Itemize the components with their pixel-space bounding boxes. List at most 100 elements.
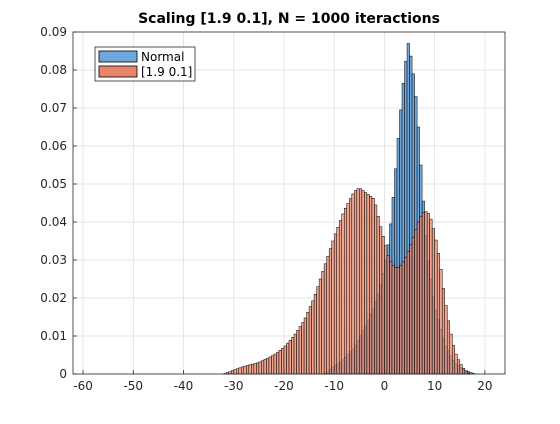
x-tick-label: 20 <box>477 379 492 393</box>
histogram-bar <box>269 357 272 374</box>
y-tick-label: 0.06 <box>40 139 67 153</box>
y-tick-label: 0.09 <box>40 25 67 39</box>
histogram-bar <box>392 266 395 374</box>
histogram-bar <box>440 270 443 375</box>
histogram-bar <box>286 343 289 374</box>
histogram-bar <box>246 365 249 374</box>
histogram-bar <box>284 346 287 374</box>
histogram-bar <box>405 257 408 374</box>
histogram-bar <box>372 198 375 374</box>
histogram-bar <box>251 364 254 374</box>
histogram-bar <box>279 350 282 374</box>
histogram-bar <box>312 301 315 374</box>
histogram-bar <box>344 208 347 374</box>
histogram-bar <box>450 334 453 374</box>
y-tick-label: 0.01 <box>40 329 67 343</box>
histogram-bar <box>374 205 377 374</box>
y-tick-label: 0.04 <box>40 215 67 229</box>
histogram-bar <box>417 222 420 374</box>
y-tick-label: 0.02 <box>40 291 67 305</box>
histogram-bar <box>357 189 360 374</box>
histogram-bar <box>302 323 305 374</box>
histogram-bar <box>327 256 330 374</box>
histogram-bar <box>236 369 239 374</box>
x-tick-label: 0 <box>381 379 389 393</box>
x-tick-label: -20 <box>274 379 294 393</box>
histogram-bar <box>387 255 390 374</box>
histogram-bar <box>352 194 355 374</box>
x-tick-label: -40 <box>174 379 194 393</box>
histogram-bar <box>314 294 317 374</box>
legend: Normal [1.9 0.1] <box>95 47 195 81</box>
histogram-bar <box>329 249 332 374</box>
histogram-bar <box>435 240 438 374</box>
histogram-bar <box>337 227 340 374</box>
y-tick-label: 0.05 <box>40 177 67 191</box>
histogram-bar <box>354 191 357 374</box>
histogram-bar <box>407 251 410 374</box>
histogram-bar <box>382 236 385 374</box>
histogram-bar <box>367 194 370 374</box>
histogram-bar <box>384 246 387 374</box>
histogram-bar <box>244 366 247 374</box>
histogram-bar <box>249 365 252 374</box>
histogram-bar <box>462 368 465 374</box>
histogram-bar <box>266 358 269 374</box>
histogram-bar <box>457 360 460 374</box>
histogram-bar <box>397 268 400 374</box>
histogram-bar <box>264 359 267 374</box>
histogram-bar <box>332 241 335 374</box>
histogram-bar <box>455 354 458 374</box>
histogram-bar <box>460 365 463 375</box>
x-tick-label: -60 <box>73 379 93 393</box>
x-tick-label: 10 <box>427 379 442 393</box>
histogram-bar <box>445 306 448 374</box>
histogram-bar <box>402 262 405 374</box>
histogram-bar <box>394 268 397 374</box>
histogram-bar <box>322 271 325 374</box>
histogram-bar <box>271 356 274 374</box>
histogram-bar <box>379 227 382 374</box>
histogram-bar <box>430 219 433 374</box>
histogram-bar <box>465 371 468 374</box>
histogram-bar <box>297 330 300 374</box>
legend-label-scaled: [1.9 0.1] <box>141 65 192 79</box>
histogram-bar <box>437 253 440 374</box>
legend-swatch-normal <box>99 51 137 62</box>
x-tick-label: -30 <box>224 379 244 393</box>
histogram-bar <box>442 289 445 375</box>
histogram-bar <box>422 213 425 375</box>
histogram-bar <box>241 367 244 374</box>
histogram-bar <box>259 362 262 374</box>
legend-swatch-scaled <box>99 66 137 77</box>
chart-title: Scaling [1.9 0.1], N = 1000 iteractions <box>138 11 440 27</box>
histogram-bar <box>274 354 277 374</box>
histogram-bar <box>349 199 352 374</box>
histogram-bar <box>289 340 292 374</box>
histogram-bar <box>239 368 242 374</box>
histogram-bar <box>254 364 257 374</box>
histogram-bar <box>389 262 392 374</box>
histogram-bar <box>420 216 423 374</box>
y-tick-label: 0 <box>59 367 67 381</box>
histogram-bar <box>400 266 403 374</box>
histogram-bar <box>342 214 345 374</box>
histogram-bar <box>304 318 307 374</box>
histogram-bar <box>261 361 264 374</box>
histogram-bar <box>319 279 322 374</box>
histogram-bar <box>432 229 435 374</box>
histogram-bar <box>362 191 365 374</box>
histogram-bar <box>292 337 295 374</box>
histogram-bar <box>412 237 415 374</box>
histogram-bar <box>359 189 362 374</box>
y-tick-label: 0.07 <box>40 101 67 115</box>
histogram-bar <box>415 230 418 374</box>
histogram-bar <box>369 196 372 374</box>
histogram-bar <box>309 307 312 374</box>
histogram-bar <box>276 352 279 374</box>
histogram-bar <box>447 321 450 374</box>
histogram-bar <box>347 203 350 374</box>
histogram-bar <box>339 221 342 374</box>
